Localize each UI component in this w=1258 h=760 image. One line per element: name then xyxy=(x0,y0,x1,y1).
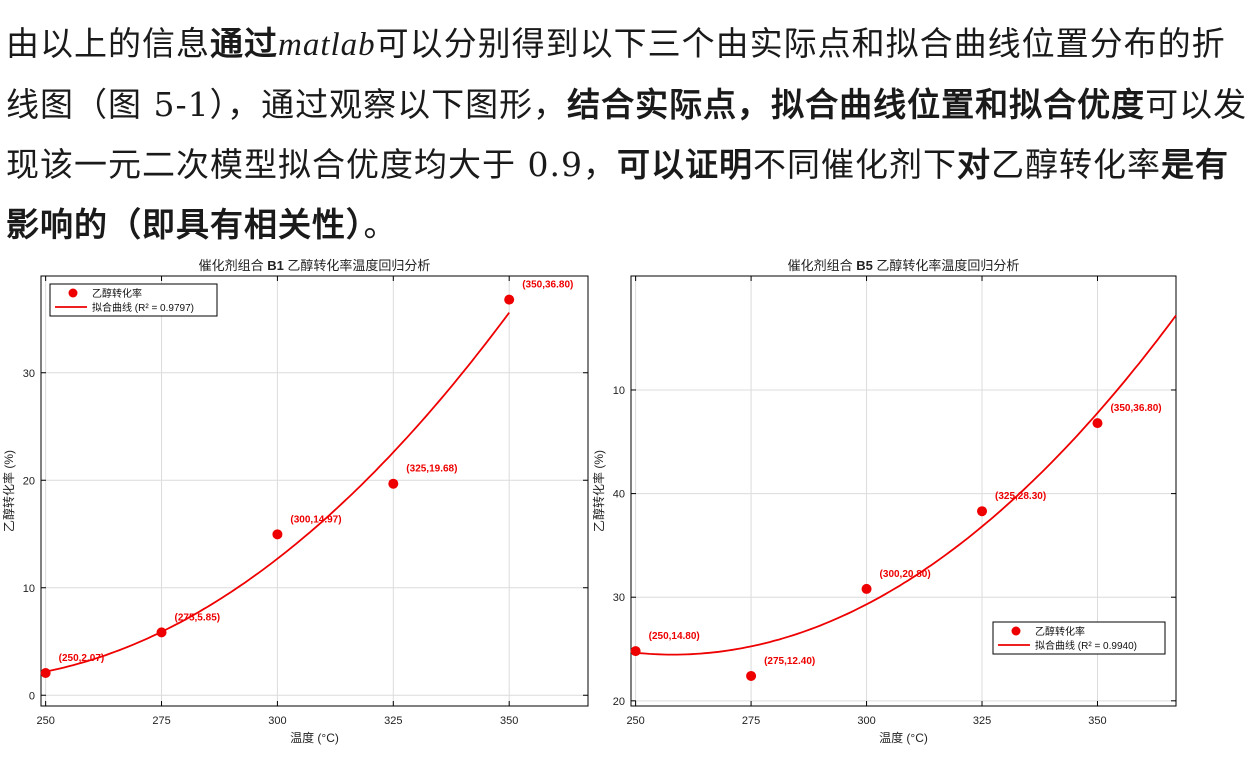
y-tick-label: 0 xyxy=(29,690,35,702)
x-tick-label: 300 xyxy=(857,715,875,727)
data-point xyxy=(40,667,51,678)
x-tick-label: 325 xyxy=(384,715,402,727)
x-axis-label: 温度 (°C) xyxy=(879,730,928,745)
paragraph-segment: 。 xyxy=(363,205,398,244)
y-tick-label: 30 xyxy=(613,592,625,604)
chart-b5: 250 275 300 325 350 20 30 40 10 催化剂组合 B5 乙醇转化率温度回… xyxy=(591,258,1177,745)
data-label: (325,19.68) xyxy=(406,464,457,475)
paragraph-segment: 由以上的信息 xyxy=(6,24,210,63)
y-tick-label: 10 xyxy=(23,583,35,595)
y-tick-label: 10 xyxy=(613,385,625,397)
data-label: (275,5.85) xyxy=(175,612,221,623)
legend-fit-label: 拟合曲线 (R² = 0.9797) xyxy=(92,301,194,314)
legend-fit-label: 拟合曲线 (R² = 0.9940) xyxy=(1035,639,1137,652)
data-point xyxy=(977,506,988,517)
paragraph-segment: 对 xyxy=(956,145,991,184)
x-tick-label: 350 xyxy=(500,715,518,727)
x-tick-label: 350 xyxy=(1088,715,1106,727)
data-label: (300,14.97) xyxy=(290,514,341,525)
chart-title: 催化剂组合 B5 乙醇转化率温度回归分析 xyxy=(788,258,1020,273)
paragraph-segment: matlab xyxy=(278,27,376,63)
data-point xyxy=(156,627,167,638)
legend-box xyxy=(992,621,1166,655)
y-axis-label: 乙醇转化率 (%) xyxy=(1,450,16,532)
paragraph-segment: 通过 xyxy=(210,24,278,63)
plot-frame xyxy=(630,275,1177,707)
data-label: (250,2.07) xyxy=(59,653,105,664)
paragraph-segment: 乙醇转化率 xyxy=(990,145,1161,184)
data-point xyxy=(388,478,399,489)
paragraph-segment: 结合实际点，拟合曲线位置和拟合优度 xyxy=(567,85,1146,124)
chart-b1: 250 275 300 325 350 0 10 20 30 催化剂组合 B1 乙醇转化率温度回归… xyxy=(1,258,589,745)
data-label: (300,20.80) xyxy=(880,569,931,580)
data-point xyxy=(272,529,283,540)
y-tick-label: 20 xyxy=(613,696,625,708)
paragraph-segment: 可以分别得到以下三个由实际点和拟合曲线位置分布的折线图（图 5-1），通过观察以… xyxy=(6,24,1226,124)
data-point xyxy=(1092,418,1103,429)
data-point xyxy=(504,294,515,305)
legend-box xyxy=(49,283,218,317)
legend-points-label: 乙醇转化率 xyxy=(1035,625,1085,638)
data-label: (350,36.80) xyxy=(522,280,573,291)
y-axis-label: 乙醇转化率 (%) xyxy=(591,450,606,532)
data-point xyxy=(861,583,872,594)
x-tick-label: 275 xyxy=(742,715,760,727)
data-point xyxy=(630,646,641,657)
fit-curve xyxy=(45,312,510,673)
x-axis-label: 温度 (°C) xyxy=(290,730,339,745)
chart-title: 催化剂组合 B1 乙醇转化率温度回归分析 xyxy=(199,258,431,273)
data-label: (275,12.40) xyxy=(764,656,815,667)
legend-point-marker xyxy=(1011,626,1021,636)
data-point xyxy=(746,670,757,681)
x-tick-label: 250 xyxy=(626,715,644,727)
y-tick-label: 20 xyxy=(23,475,35,487)
x-tick-label: 250 xyxy=(36,715,54,727)
fit-curve xyxy=(635,314,1177,656)
paragraph-segment: 是有影响的（即具有相关性） xyxy=(6,145,1229,244)
paragraph-segment: 可以发现该一元二次模型拟合优度均大于 0.9， xyxy=(6,85,1248,184)
y-tick-label: 40 xyxy=(613,489,625,501)
x-tick-label: 300 xyxy=(268,715,286,727)
legend-points-label: 乙醇转化率 xyxy=(92,287,142,300)
plot-frame xyxy=(40,275,589,707)
body-paragraph: 由以上的信息通过matlab可以分别得到以下三个由实际点和拟合曲线位置分布的折线… xyxy=(6,14,1256,255)
data-label: (250,14.80) xyxy=(649,631,700,642)
paragraph-segment: 可以证明 xyxy=(616,145,753,184)
y-tick-label: 30 xyxy=(23,368,35,380)
data-label: (350,36.80) xyxy=(1110,403,1161,414)
data-label: (325,28.30) xyxy=(995,491,1046,502)
paragraph-segment: 不同催化剂下 xyxy=(752,145,957,184)
x-tick-label: 275 xyxy=(152,715,170,727)
legend-point-marker xyxy=(68,288,78,298)
x-tick-label: 325 xyxy=(973,715,991,727)
